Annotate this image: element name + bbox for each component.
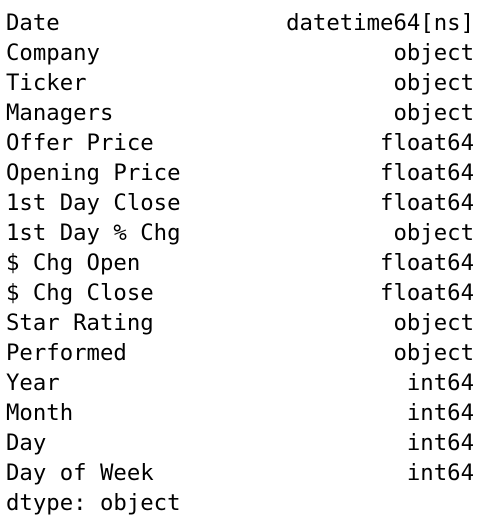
dtype-row-1st-day-pct-chg: 1st Day % Chg object <box>6 218 474 248</box>
column-name: Offer Price <box>6 130 154 156</box>
dtype-row-day-of-week: Day of Week int64 <box>6 458 474 488</box>
column-dtype: int64 <box>406 370 474 396</box>
column-dtype: float64 <box>380 130 474 156</box>
column-name: Year <box>6 370 60 396</box>
dtype-row-managers: Managers object <box>6 98 474 128</box>
column-dtype: float64 <box>380 250 474 276</box>
dtype-row-year: Year int64 <box>6 368 474 398</box>
dtype-row-day: Day int64 <box>6 428 474 458</box>
dtype-row-star-rating: Star Rating object <box>6 308 474 338</box>
column-name: 1st Day % Chg <box>6 220 181 246</box>
column-name: Managers <box>6 100 114 126</box>
dtype-row-offer-price: Offer Price float64 <box>6 128 474 158</box>
dtype-row-1st-day-close: 1st Day Close float64 <box>6 188 474 218</box>
column-name: Star Rating <box>6 310 154 336</box>
column-name: Opening Price <box>6 160 181 186</box>
dtype-row-ticker: Ticker object <box>6 68 474 98</box>
column-dtype: float64 <box>380 160 474 186</box>
dtype-row-performed: Performed object <box>6 338 474 368</box>
dtype-row-chg-open: $ Chg Open float64 <box>6 248 474 278</box>
column-dtype: int64 <box>406 460 474 486</box>
dtype-row-month: Month int64 <box>6 398 474 428</box>
column-name: Ticker <box>6 70 87 96</box>
column-dtype: object <box>393 310 474 336</box>
column-dtype: int64 <box>406 400 474 426</box>
column-dtype: object <box>393 70 474 96</box>
column-name: 1st Day Close <box>6 190 181 216</box>
column-name: Day <box>6 430 47 456</box>
column-dtype: object <box>393 100 474 126</box>
column-dtype: int64 <box>406 430 474 456</box>
dtypes-output: Date datetime64[ns] Company object Ticke… <box>6 8 474 518</box>
dtype-row-company: Company object <box>6 38 474 68</box>
column-dtype: float64 <box>380 190 474 216</box>
column-name: Performed <box>6 340 127 366</box>
column-dtype: object <box>393 220 474 246</box>
column-name: Day of Week <box>6 460 154 486</box>
dtype-row-date: Date datetime64[ns] <box>6 8 474 38</box>
column-name: Month <box>6 400 74 426</box>
column-name: $ Chg Close <box>6 280 154 306</box>
column-dtype: datetime64[ns] <box>286 10 474 36</box>
dtype-row-chg-close: $ Chg Close float64 <box>6 278 474 308</box>
column-name: Date <box>6 10 60 36</box>
column-name: Company <box>6 40 100 66</box>
column-dtype: object <box>393 340 474 366</box>
dtype-footer: dtype: object <box>6 490 181 516</box>
column-dtype: float64 <box>380 280 474 306</box>
dtype-row-opening-price: Opening Price float64 <box>6 158 474 188</box>
column-name: $ Chg Open <box>6 250 141 276</box>
column-dtype: object <box>393 40 474 66</box>
